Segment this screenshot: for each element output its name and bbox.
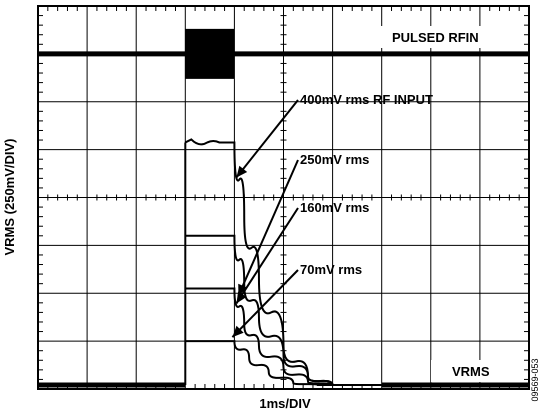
arrow-line-2 (235, 207, 299, 305)
arrow-line-3 (231, 269, 299, 338)
vrms-label: VRMS (452, 364, 490, 379)
x-axis-label: 1ms/DIV (259, 396, 311, 411)
y-axis-label: VRMS (250mV/DIV) (2, 138, 17, 255)
series-label-70mv: 70mV rms (300, 262, 362, 277)
series-label-250mv: 250mV rms (300, 152, 369, 167)
vrms-label-bg (431, 360, 495, 382)
rf-pulse-label: PULSED RFIN (392, 30, 479, 45)
arrow-head-1 (238, 283, 248, 296)
arrow-line-1 (237, 159, 299, 297)
series-label-160mv: 160mV rms (300, 200, 369, 215)
annotation-arrows (231, 99, 299, 338)
arrow-head-3 (232, 325, 244, 338)
rf-pulse-burst (185, 28, 235, 79)
series-label-400mv: 400mV rms RF INPUT (300, 92, 433, 107)
arrow-head-2 (236, 291, 247, 304)
rf-pulse-trace (38, 28, 529, 79)
figure-id: 09569-053 (530, 358, 540, 401)
rf-label-bg (378, 26, 524, 48)
series-trace-3 (185, 340, 343, 386)
arrow-line-0 (235, 99, 299, 179)
arrow-head-0 (236, 165, 248, 178)
